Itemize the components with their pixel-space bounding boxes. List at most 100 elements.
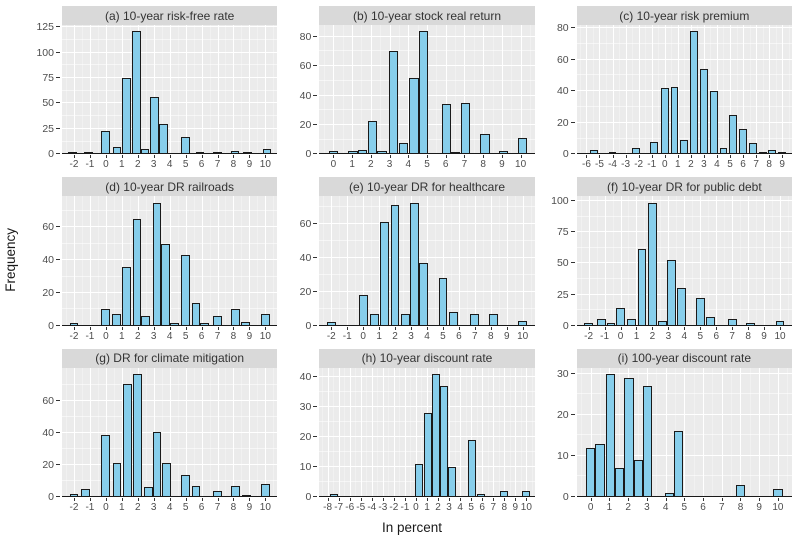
y-tick-label: 60 [299,217,312,230]
gridline-x-minor [324,25,325,155]
panel-body: 0 25 50 75 100 125 [32,21,278,160]
gridline-x-major [716,25,718,155]
x-tick-mark [382,497,384,501]
x-tick-mark [716,326,718,330]
panel-title: (b) 10-year stock real return [319,6,535,25]
gridline-x-minor [788,25,790,155]
x-tick-mark [501,155,503,159]
gridline-x-minor [388,367,390,497]
x-tick-label: 7 [214,501,221,513]
gridline-x-minor [145,25,147,155]
x-tick-label: -2 [69,501,79,513]
gridline-y-major [319,256,535,258]
gridline-x-minor [708,196,710,326]
histogram-bar [152,431,162,497]
x-tick-label: 2 [392,330,398,342]
x-tick-label: 4 [662,501,669,513]
y-tick-label: 80 [556,22,569,35]
histogram-bar [388,51,398,155]
x-axis: -2 -1 0 1 2 3 4 5 6 7 8 9 10 [32,497,277,514]
y-tick-label: 20 [556,116,569,129]
y-axis: 0 25 50 75 100 125 [32,21,62,160]
x-tick-mark [233,155,235,159]
x-tick-label: 3 [150,159,157,171]
x-tick-label: 9 [779,159,785,171]
gridline-x-minor [410,367,412,497]
x-tick-label: -1 [85,501,95,513]
x-tick-mark [604,326,606,330]
x-tick-label: -3 [621,159,631,171]
gridline-x-minor [514,196,516,326]
gridline-x-minor [225,25,227,155]
x-tick-label: 3 [150,330,157,342]
y-tick-label: 40 [42,254,54,267]
x-axis: -2 -1 0 1 2 3 4 5 6 7 8 9 10 [289,326,534,343]
x-axis: -2 -1 0 1 2 3 4 5 6 7 8 9 10 [547,326,792,343]
histogram-bar [670,86,679,155]
gridline-y-major [576,372,792,374]
y-tick-mark [313,375,318,377]
gridline-x-minor [241,196,243,326]
panel-f: (f) 10-year DR for public debt 0 25 50 75 100… [547,177,792,342]
gridline-x-minor [762,25,764,155]
panel-title: (e) 10-year DR for healthcare [319,177,535,197]
x-tick-label: 1 [349,159,355,171]
x-tick-mark [233,326,235,330]
gridline-x-major [349,367,351,497]
histogram-bar [409,77,419,155]
plot-area [319,25,535,155]
x-tick-mark [620,326,622,330]
x-tick-label: 4 [714,159,720,171]
y-tick-label: 60 [299,60,312,73]
gridline-x-minor [273,25,275,155]
x-tick-label: 10 [515,159,527,171]
y-tick-label: 10 [556,449,569,462]
histogram-bar [729,114,738,155]
gridline-x-minor [366,367,368,497]
gridline-x-major [716,196,718,326]
x-tick-mark [638,155,640,159]
x-tick-mark [89,497,91,501]
gridline-x-major [327,367,329,497]
histogram-bar [423,412,432,497]
x-tick-label: 6 [442,159,449,171]
gridline-y-minor [62,416,278,418]
x-tick-mark [360,497,362,501]
gridline-x-major [352,25,354,155]
histogram-bar [122,77,131,155]
panel-e: (e) 10-year DR for healthcare 0 20 40 60 -2 -1… [289,177,535,343]
x-tick-mark [426,326,428,330]
gridline-x-major [201,196,203,326]
x-tick-mark [636,326,638,330]
x-tick-label: 1 [119,501,125,513]
x-tick-mark [333,155,335,159]
gridline-x-minor [787,196,789,326]
gridline-x-minor [692,196,694,326]
y-tick-label: 30 [299,400,312,413]
x-tick-mark [201,497,203,501]
x-tick-mark [105,326,107,330]
y-tick-mark [313,435,318,437]
x-tick-mark [426,155,428,159]
gridline-x-major [449,367,451,497]
gridline-x-minor [492,25,494,155]
x-tick-label: -5 [595,159,604,171]
histogram-bar [231,309,241,326]
x-tick-mark [526,497,528,501]
x-tick-mark [169,155,171,159]
x-tick-mark [586,155,588,159]
x-tick-mark [628,497,630,501]
x-tick-label: 8 [230,159,237,171]
x-tick-mark [471,497,473,501]
x-tick-mark [395,326,397,330]
axis-baseline [319,324,535,326]
x-tick-label: 7 [718,501,725,513]
gridline-x-minor [421,367,423,497]
x-tick-label: 0 [360,330,366,342]
axis-baseline [62,495,278,497]
histogram-bar [676,288,686,326]
y-tick-label: 0 [305,148,312,161]
panel-body: 0 20 40 60 80 [547,22,792,160]
x-tick-mark [379,326,381,330]
x-tick-mark [729,155,731,159]
